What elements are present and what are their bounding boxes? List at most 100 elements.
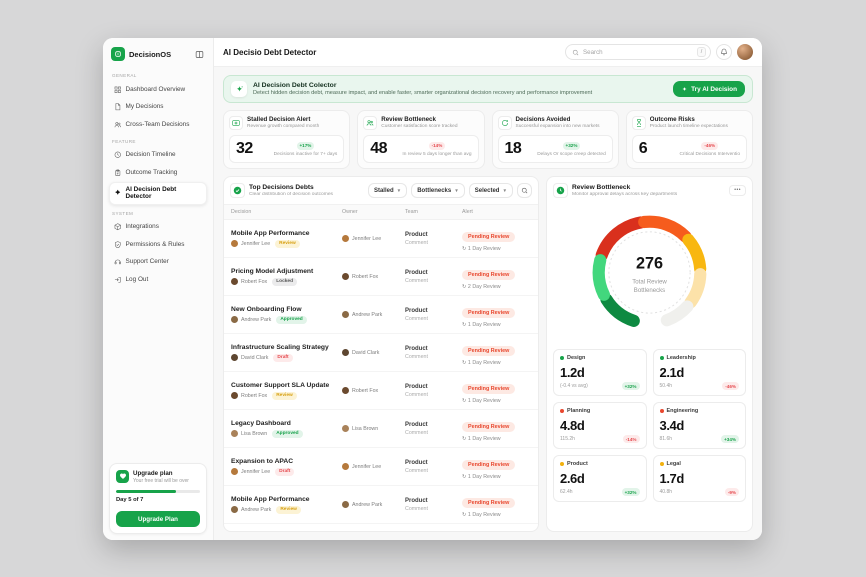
sidebar-item-my-decisions[interactable]: My Decisions	[109, 99, 207, 116]
sidebar-item-label: Integrations	[125, 223, 159, 231]
status-tag: Locked	[272, 277, 297, 286]
clock-circle-icon	[553, 183, 568, 198]
column-header-owner: Owner	[342, 209, 358, 215]
upgrade-plan-button[interactable]: Upgrade Plan	[116, 511, 200, 527]
team-cell: Product Comment	[405, 346, 462, 360]
status-dot	[659, 409, 664, 413]
donut-total: 276	[636, 254, 663, 272]
status-tag: Approved	[272, 429, 303, 438]
column-header-team: Team	[405, 209, 418, 215]
sidebar-item-decision-timeline[interactable]: Decision Timeline	[109, 147, 207, 164]
stat-title: Decisions Avoided	[515, 116, 571, 123]
avatar	[342, 235, 349, 242]
owner-name: Jennifer Lee	[352, 235, 382, 242]
review-duration: ↻ 1 Day Review	[462, 436, 501, 442]
table-search-button[interactable]	[517, 183, 532, 198]
table-row[interactable]: Mobile App Performance Jennifer Lee Revi…	[224, 220, 538, 258]
table-row[interactable]: Legacy Dashboard Lisa Brown Approved Lis…	[224, 410, 538, 448]
sidebar-collapse-icon[interactable]	[193, 48, 205, 60]
box-icon	[114, 223, 121, 231]
department-value: 1.2d	[560, 365, 585, 380]
table-row[interactable]: Pricing Model Adjustment Robert Fox Lock…	[224, 258, 538, 296]
status-tag: Review	[272, 391, 297, 400]
table-row[interactable]: New Onboarding Flow Andrew Park Approved…	[224, 296, 538, 334]
search-placeholder: Search	[583, 48, 603, 56]
sidebar-item-permissions-rules[interactable]: Permissions & Rules	[109, 236, 207, 253]
search-input[interactable]: Search /	[565, 44, 711, 60]
table-row[interactable]: Mobile App Performance Andrew Park Revie…	[224, 486, 538, 524]
table-row[interactable]: Expansion to APAC Jennifer Lee Draft Jen…	[224, 448, 538, 486]
department-trend-badge: -14%	[622, 435, 640, 443]
avatar	[342, 463, 349, 470]
table-row[interactable]: Infrastructure Scaling Strategy David Cl…	[224, 334, 538, 372]
sidebar-section-label: SYSTEM	[112, 210, 134, 216]
alert-cell: Pending Review ↻ 2 Day Review	[462, 263, 531, 290]
table-header: Decision Owner Team Alert	[224, 204, 538, 220]
team-sub: Comment	[405, 239, 428, 246]
filter-bottlenecks[interactable]: Bottlenecks ▼	[411, 183, 465, 198]
table-title: Top Decisions Debts	[249, 184, 314, 191]
try-ai-decision-button[interactable]: Try AI Decision	[673, 81, 745, 97]
app-logo-icon	[111, 47, 125, 61]
hourglass-icon	[636, 119, 641, 127]
filter-stalled[interactable]: Stalled ▼	[367, 183, 408, 198]
assignee-name: Lisa Brown	[241, 430, 268, 437]
sidebar-item-cross-team-decisions[interactable]: Cross-Team Decisions	[109, 116, 207, 133]
sidebar-item-outcome-tracking[interactable]: Outcome Tracking	[109, 164, 207, 181]
owner-cell: Robert Fox	[342, 273, 405, 280]
avatar	[342, 349, 349, 356]
team-sub: Comment	[405, 505, 428, 512]
department-value: 2.1d	[659, 365, 685, 380]
logo-row: DecisionOS	[109, 45, 207, 67]
decision-cell: Pricing Model Adjustment Robert Fox Lock…	[231, 268, 342, 286]
review-duration: ↻ 1 Day Review	[462, 322, 501, 328]
banner-title: AI Decision Debt Colector	[253, 81, 337, 89]
table-row[interactable]: Expansion to APAC Robert Fox Locked Robe…	[224, 524, 538, 531]
headset-icon	[114, 259, 121, 265]
avatar	[231, 278, 238, 285]
banner-subtitle: Detect hidden decision debt, measure imp…	[253, 90, 593, 97]
assignee-name: Andrew Park	[241, 316, 272, 323]
bell-icon	[721, 48, 727, 56]
sidebar-item-log-out[interactable]: Log Out	[109, 271, 207, 288]
department-trend-badge: -46%	[722, 382, 739, 390]
department-name: Planning	[567, 408, 591, 414]
decision-cell: Mobile App Performance Jennifer Lee Revi…	[231, 230, 342, 248]
avatar	[231, 468, 238, 475]
notifications-button[interactable]	[716, 44, 732, 60]
bottleneck-subtitle: Monitor approval delays across key depar…	[572, 192, 678, 197]
alert-cell: Pending Review ↻ 1 Day Review	[462, 453, 531, 480]
donut-segment	[592, 254, 610, 301]
sidebar-item-support-center[interactable]: Support Center	[109, 254, 207, 271]
review-duration: ↻ 2 Day Review	[462, 284, 501, 290]
table-row[interactable]: Customer Support SLA Update Robert Fox R…	[224, 372, 538, 410]
topbar: AI Decisio Debt Detector Search /	[214, 38, 762, 67]
owner-name: Robert Fox	[352, 387, 379, 394]
check-circle-icon	[230, 183, 245, 198]
sidebar-item-label: Permissions & Rules	[125, 240, 185, 248]
avatar	[342, 501, 349, 508]
department-name: Leadership	[666, 355, 696, 361]
alert-cell: Pending Review ↻ 1 Day Review	[462, 491, 531, 518]
sidebar-section-label: FEATURE	[112, 138, 136, 144]
department-sub: 50.4h	[659, 383, 673, 389]
filter-label: Stalled	[373, 187, 394, 194]
trial-progress-label: Day 5 of 7	[116, 496, 144, 503]
team-name: Product	[405, 345, 428, 352]
department-grid: Design 1.2d (-0.4 vs avg) +32% Leadershi…	[553, 349, 746, 502]
filter-selected[interactable]: Selected ▼	[468, 183, 513, 198]
sidebar-item-dashboard-overview[interactable]: Dashboard Overview	[109, 81, 207, 98]
sidebar-item-ai-decision-debt-detector[interactable]: AI Decision Debt Detector	[109, 181, 207, 205]
sparkle-icon	[231, 81, 247, 97]
chevron-down-icon: ▼	[396, 188, 402, 193]
alert-badge: Pending Review	[462, 308, 516, 318]
sidebar-item-integrations[interactable]: Integrations	[109, 219, 207, 236]
more-options-button[interactable]: •••	[729, 185, 746, 196]
avatar	[231, 430, 238, 437]
department-sub: 40.8h	[659, 489, 673, 495]
alert-badge: Pending Review	[462, 498, 516, 508]
user-avatar[interactable]	[737, 44, 753, 60]
department-sub: (-0.4 vs avg)	[560, 383, 588, 389]
owner-cell: Jennifer Lee	[342, 235, 405, 242]
department-value: 4.8d	[560, 418, 585, 433]
